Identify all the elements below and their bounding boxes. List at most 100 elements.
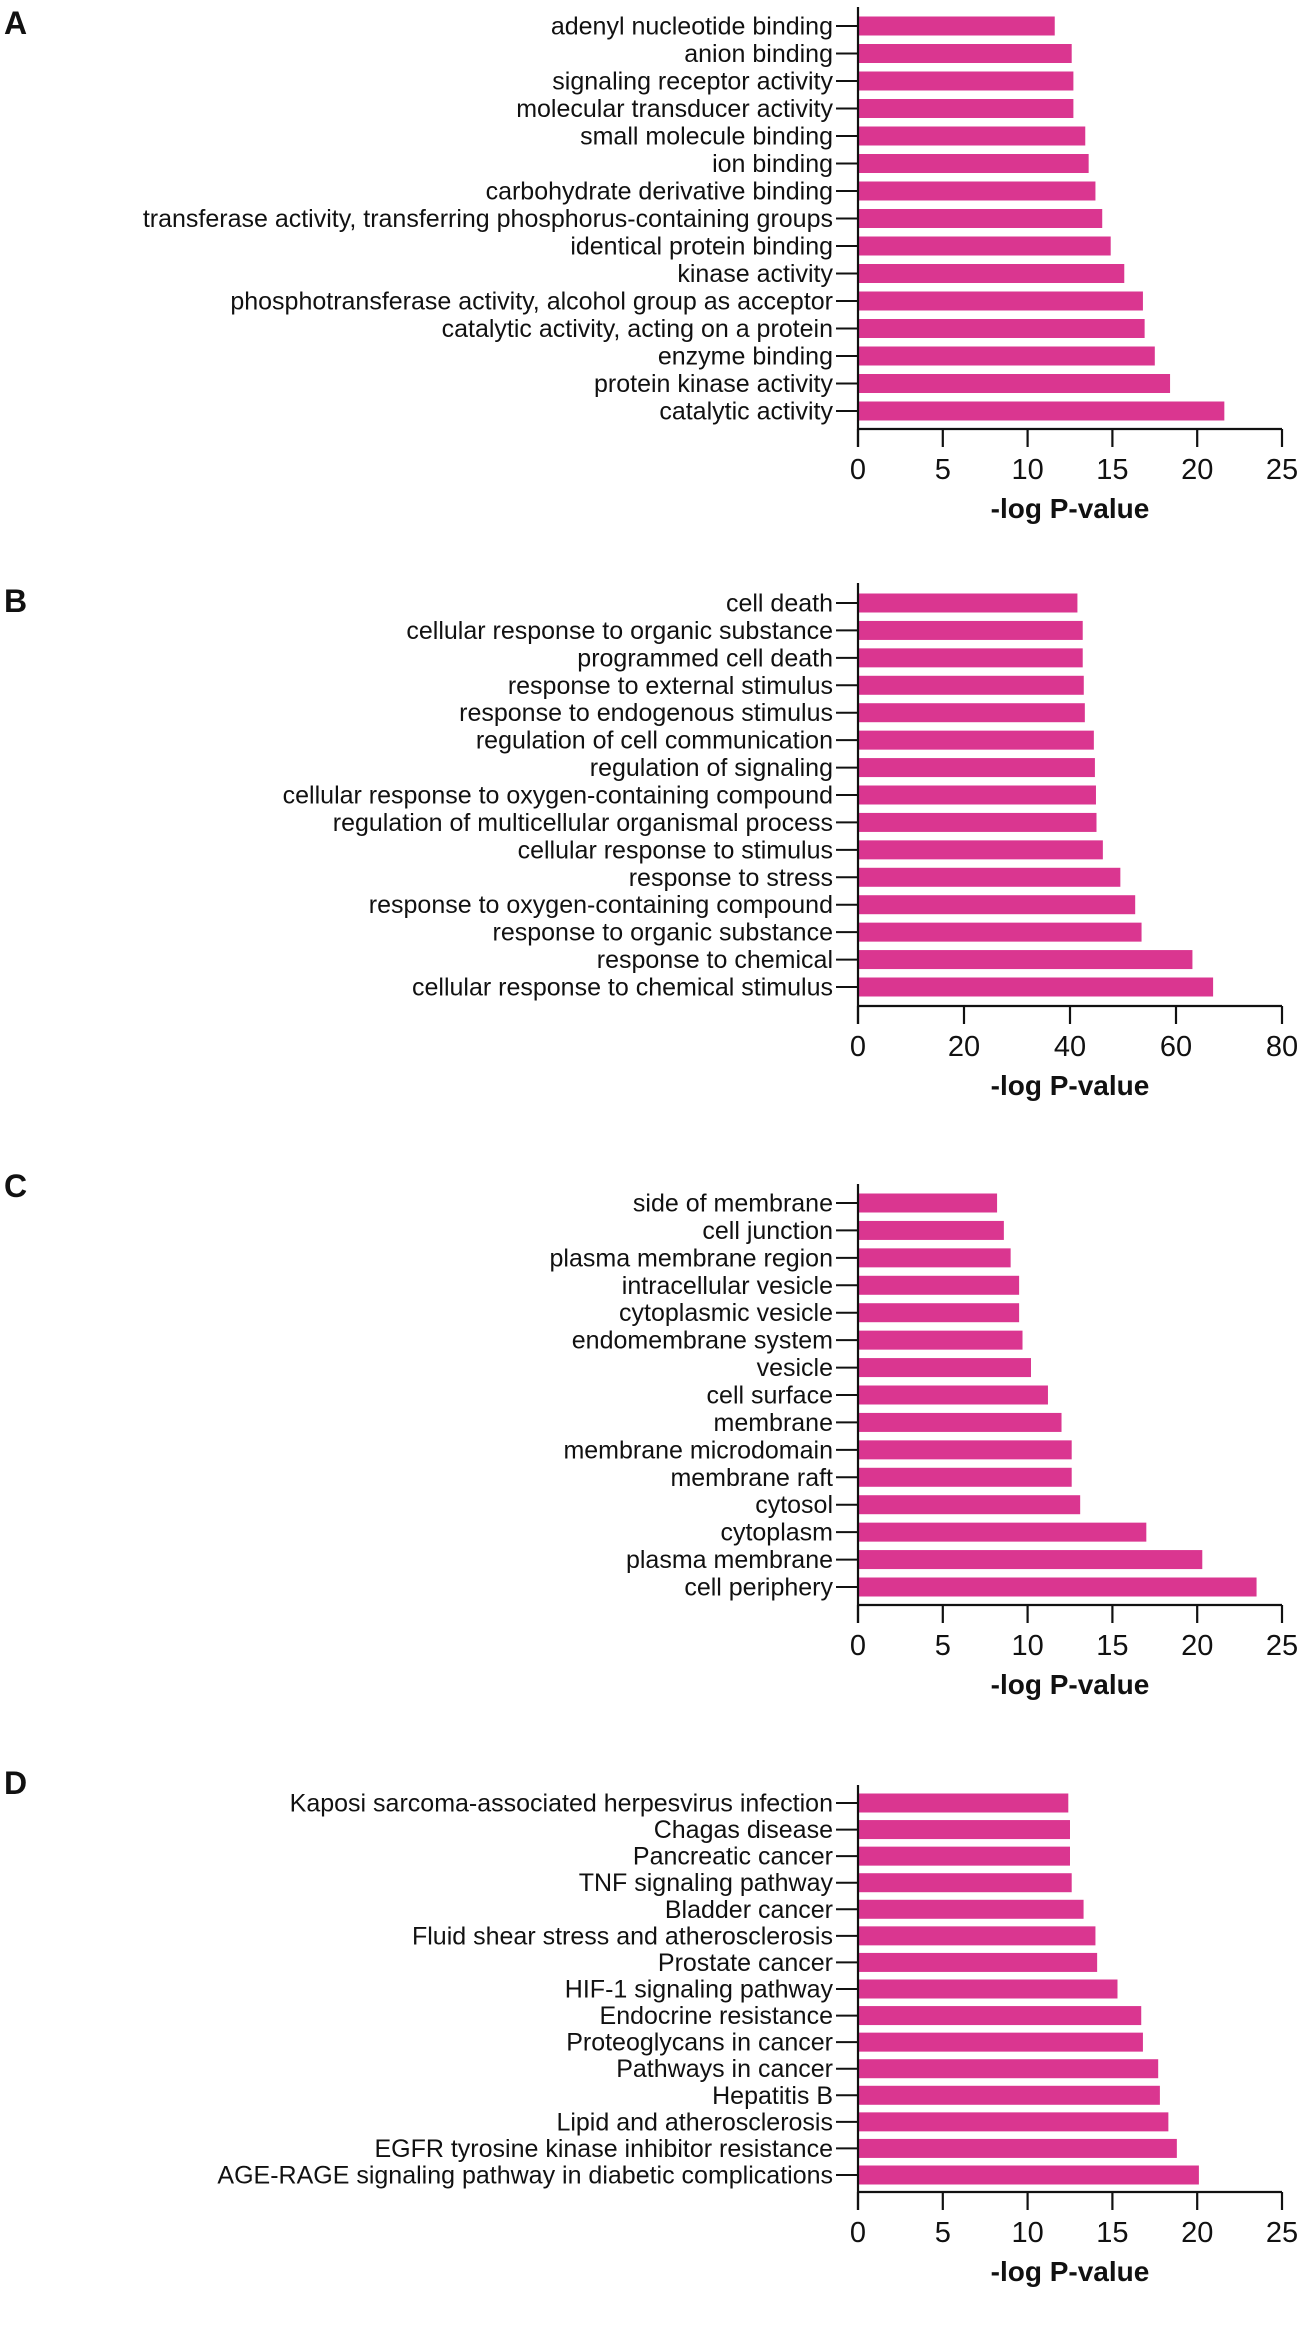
bar-C-6 bbox=[858, 1358, 1031, 1378]
bar-A-4 bbox=[858, 126, 1086, 146]
category-label: response to external stimulus bbox=[508, 672, 833, 700]
x-tick-label: 0 bbox=[850, 454, 866, 486]
bar-A-8 bbox=[858, 236, 1111, 256]
bar-A-14 bbox=[858, 401, 1225, 421]
category-label: protein kinase activity bbox=[594, 370, 834, 398]
category-label: response to stress bbox=[629, 864, 833, 892]
x-tick-label: 25 bbox=[1266, 1630, 1298, 1662]
bar-C-5 bbox=[858, 1330, 1023, 1350]
category-label: Pathways in cancer bbox=[616, 2055, 833, 2083]
bar-D-3 bbox=[858, 1873, 1072, 1893]
bar-D-1 bbox=[858, 1820, 1070, 1840]
x-tick-label: 5 bbox=[935, 1630, 951, 1662]
x-tick-label: 10 bbox=[1011, 454, 1043, 486]
category-label: transferase activity, transferring phosp… bbox=[143, 205, 833, 233]
bar-B-6 bbox=[858, 758, 1095, 778]
category-label: Chagas disease bbox=[654, 1816, 833, 1844]
x-tick-label: 80 bbox=[1266, 1031, 1298, 1063]
category-label: membrane raft bbox=[670, 1464, 833, 1492]
category-label: small molecule binding bbox=[580, 123, 833, 151]
x-axis-title: -log P-value bbox=[991, 493, 1150, 524]
bar-B-12 bbox=[858, 922, 1142, 942]
bar-C-2 bbox=[858, 1248, 1011, 1268]
bar-C-8 bbox=[858, 1412, 1062, 1432]
category-label: plasma membrane region bbox=[550, 1244, 833, 1272]
category-label: plasma membrane bbox=[626, 1546, 833, 1574]
bar-A-2 bbox=[858, 71, 1074, 91]
bar-B-5 bbox=[858, 730, 1094, 750]
category-label: intracellular vesicle bbox=[622, 1272, 833, 1300]
x-tick-label: 20 bbox=[948, 1031, 980, 1063]
category-label: membrane bbox=[714, 1409, 834, 1437]
x-tick-label: 20 bbox=[1181, 454, 1213, 486]
x-tick-label: 0 bbox=[850, 1630, 866, 1662]
bar-D-14 bbox=[858, 2165, 1199, 2185]
x-tick-label: 60 bbox=[1160, 1031, 1192, 1063]
bar-A-6 bbox=[858, 181, 1096, 201]
category-label: cellular response to organic substance bbox=[406, 617, 833, 645]
category-label: response to endogenous stimulus bbox=[459, 699, 833, 727]
bar-A-12 bbox=[858, 346, 1155, 366]
bar-C-1 bbox=[858, 1220, 1004, 1240]
category-label: phosphotransferase activity, alcohol gro… bbox=[230, 288, 833, 316]
x-tick-label: 15 bbox=[1096, 454, 1128, 486]
x-tick-label: 25 bbox=[1266, 454, 1298, 486]
bar-C-0 bbox=[858, 1193, 998, 1213]
bar-D-5 bbox=[858, 1926, 1096, 1946]
bar-A-13 bbox=[858, 374, 1171, 393]
category-label: Bladder cancer bbox=[665, 1896, 833, 1924]
category-label: cell death bbox=[726, 590, 833, 618]
category-label: regulation of signaling bbox=[590, 754, 833, 782]
bar-B-7 bbox=[858, 785, 1096, 805]
category-label: Prostate cancer bbox=[658, 1949, 833, 1977]
category-label: Kaposi sarcoma-associated herpesvirus in… bbox=[290, 1790, 833, 1818]
bar-B-0 bbox=[858, 593, 1078, 613]
category-label: cell periphery bbox=[684, 1574, 833, 1602]
bar-D-10 bbox=[858, 2059, 1159, 2079]
x-tick-label: 25 bbox=[1266, 2217, 1298, 2249]
x-tick-label: 5 bbox=[935, 2217, 951, 2249]
category-label: cytosol bbox=[755, 1491, 833, 1519]
bar-B-9 bbox=[858, 840, 1103, 860]
category-label: Proteoglycans in cancer bbox=[566, 2029, 833, 2057]
category-label: regulation of multicellular organismal p… bbox=[333, 809, 833, 837]
x-tick-label: 40 bbox=[1054, 1031, 1086, 1063]
bar-C-4 bbox=[858, 1303, 1020, 1323]
category-label: membrane microdomain bbox=[563, 1436, 833, 1464]
bar-B-10 bbox=[858, 867, 1121, 887]
category-label: side of membrane bbox=[633, 1190, 833, 1218]
category-label: Fluid shear stress and atherosclerosis bbox=[412, 1922, 833, 1950]
bar-D-2 bbox=[858, 1846, 1070, 1866]
category-label: molecular transducer activity bbox=[516, 95, 833, 123]
category-label: TNF signaling pathway bbox=[579, 1869, 834, 1897]
bar-B-8 bbox=[858, 812, 1097, 832]
category-label: regulation of cell communication bbox=[476, 727, 833, 755]
x-tick-label: 20 bbox=[1181, 1630, 1213, 1662]
bar-B-13 bbox=[858, 950, 1193, 970]
bar-D-12 bbox=[858, 2112, 1169, 2132]
bar-C-14 bbox=[858, 1577, 1257, 1597]
bar-A-1 bbox=[858, 44, 1072, 63]
category-label: Pancreatic cancer bbox=[633, 1843, 833, 1871]
bar-C-10 bbox=[858, 1467, 1072, 1487]
category-label: catalytic activity, acting on a protein bbox=[442, 315, 833, 343]
x-tick-label: 15 bbox=[1096, 2217, 1128, 2249]
category-label: cell surface bbox=[707, 1382, 833, 1410]
x-axis-title: -log P-value bbox=[991, 1070, 1150, 1101]
category-label: endomembrane system bbox=[572, 1327, 833, 1355]
bar-C-13 bbox=[858, 1550, 1203, 1570]
bar-B-1 bbox=[858, 620, 1083, 640]
x-tick-label: 0 bbox=[850, 1031, 866, 1063]
category-label: catalytic activity bbox=[659, 398, 833, 426]
category-label: response to oxygen-containing compound bbox=[369, 891, 833, 919]
category-label: cellular response to stimulus bbox=[518, 836, 833, 864]
bar-D-0 bbox=[858, 1793, 1069, 1813]
panel-letter-B: B bbox=[4, 583, 27, 619]
category-label: EGFR tyrosine kinase inhibitor resistanc… bbox=[374, 2135, 833, 2163]
bar-A-7 bbox=[858, 209, 1103, 228]
bar-D-8 bbox=[858, 2006, 1142, 2026]
category-label: Lipid and atherosclerosis bbox=[556, 2108, 833, 2136]
panel-letter-C: C bbox=[4, 1168, 27, 1204]
bar-A-3 bbox=[858, 99, 1074, 118]
